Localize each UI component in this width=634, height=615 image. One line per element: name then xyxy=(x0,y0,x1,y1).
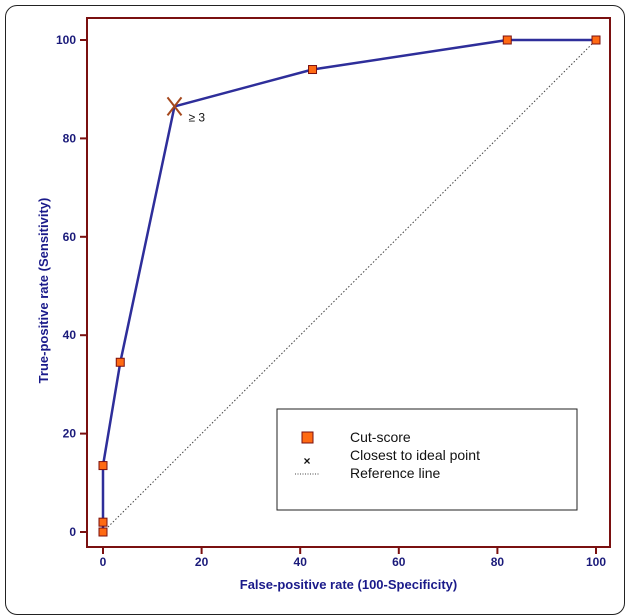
curve-layer xyxy=(101,38,596,532)
x-tick-label-0: 0 xyxy=(100,555,107,569)
cut-score-marker xyxy=(98,517,108,527)
cut-score-marker xyxy=(115,357,125,367)
cut-score-marker xyxy=(98,527,108,537)
legend-label-ideal-point: Closest to ideal point xyxy=(350,447,480,463)
reference-line-layer xyxy=(102,39,597,533)
legend: Cut-score Closest to ideal point Referen… xyxy=(276,408,578,511)
y-axis-label: True-positive rate (Sensitivity) xyxy=(36,198,51,384)
plot-frame xyxy=(86,17,611,548)
x-tick-label-20: 20 xyxy=(195,555,209,569)
legend-box xyxy=(276,408,578,511)
cut-score-marker xyxy=(502,35,512,45)
legend-label-reference-line: Reference line xyxy=(350,465,440,481)
legend-symbol-x: × xyxy=(303,454,310,468)
x-tick-label-40: 40 xyxy=(294,555,308,569)
y-tick-label-0: 0 xyxy=(69,525,76,539)
y-tick-label-60: 60 xyxy=(63,230,77,244)
marker-layer xyxy=(98,35,601,537)
x-axis-label: False-positive rate (100-Specificity) xyxy=(240,577,457,592)
reference-line xyxy=(102,39,597,533)
roc-chart: 0 20 40 60 80 100 0 20 40 60 80 100 ≥ 3 Cut-score C… xyxy=(36,17,611,592)
ideal-point-label: ≥ 3 xyxy=(188,110,205,124)
x-tick-label-60: 60 xyxy=(392,555,406,569)
annotation-layer: ≥ 3 xyxy=(188,110,205,124)
cut-score-marker xyxy=(308,65,318,75)
legend-label-cut-score: Cut-score xyxy=(350,429,411,445)
roc-curve xyxy=(101,38,596,532)
x-tick-label-100: 100 xyxy=(586,555,606,569)
x-tick-label-80: 80 xyxy=(491,555,505,569)
y-tick-label-40: 40 xyxy=(63,328,77,342)
y-tick-label-20: 20 xyxy=(63,427,77,441)
y-tick-label-100: 100 xyxy=(56,33,76,47)
legend-symbol-square xyxy=(301,431,314,444)
y-tick-label-80: 80 xyxy=(63,131,77,145)
ideal-point-marker-b xyxy=(166,96,183,117)
cut-score-marker xyxy=(591,35,601,45)
axis-layer: 0 20 40 60 80 100 0 20 40 60 80 100 xyxy=(56,17,611,569)
cut-score-marker xyxy=(98,461,108,471)
